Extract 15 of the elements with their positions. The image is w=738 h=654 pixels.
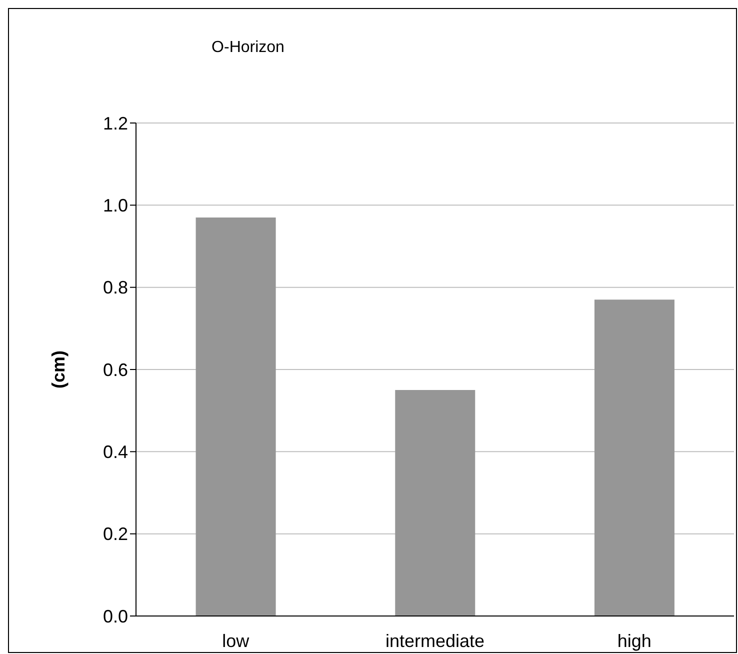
chart-title: O-Horizon bbox=[210, 39, 286, 57]
y-tick-label: 1.2 bbox=[102, 113, 128, 134]
y-tick-label: 0.6 bbox=[102, 360, 128, 380]
y-tick-label: 1.0 bbox=[102, 196, 128, 216]
x-tick-label: low bbox=[222, 630, 250, 651]
x-tick-label: high bbox=[617, 630, 652, 651]
y-tick-label: 0.4 bbox=[102, 442, 128, 462]
y-tick-label: 0.2 bbox=[102, 524, 128, 544]
x-tick-label: intermediate bbox=[385, 630, 485, 651]
y-tick-label: 0.0 bbox=[102, 606, 128, 626]
y-axis-title: (cm) bbox=[48, 350, 68, 389]
bar bbox=[196, 217, 276, 616]
bar bbox=[395, 390, 476, 616]
bar bbox=[594, 300, 674, 616]
y-tick-label: 0.8 bbox=[102, 278, 128, 298]
